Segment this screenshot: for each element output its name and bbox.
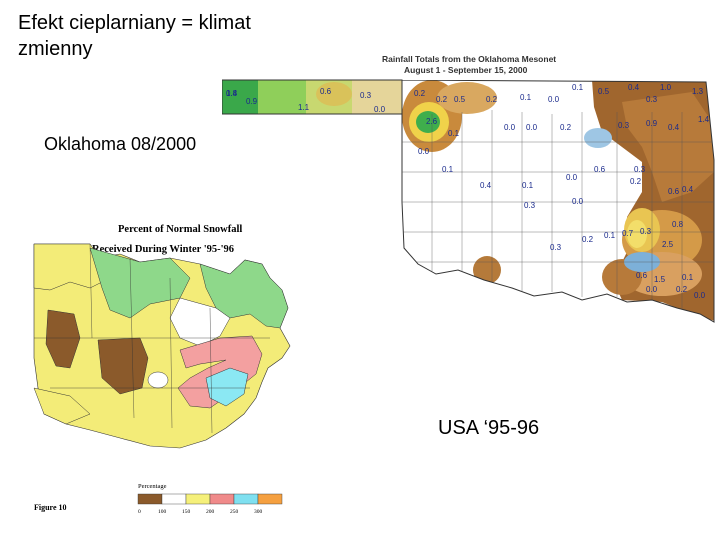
legend-tick: 250 [230, 509, 239, 515]
rainfall-value: 0.3 [646, 95, 658, 104]
rainfall-value: 0.4 [628, 83, 640, 92]
county-lines [402, 110, 714, 310]
rainfall-value: 0.2 [414, 89, 426, 98]
snowfall-legend: 0 100 150 200 250 300 [137, 493, 283, 515]
rainfall-value: 0.3 [618, 121, 630, 130]
rainfall-value: 0.6 [594, 165, 606, 174]
legend-swatch [257, 493, 283, 505]
rainfall-value: 1.3 [692, 87, 704, 96]
rainfall-value: 1.8 [226, 89, 238, 98]
rainfall-value: 0.4 [682, 185, 694, 194]
snowfall-map: Percent of Normal Snowfall Received Duri… [33, 224, 291, 515]
legend-tick: 0 [138, 509, 141, 515]
rainfall-value: 0.2 [630, 177, 642, 186]
legend-tick: 150 [182, 509, 191, 515]
rainfall-value: 0.1 [522, 181, 534, 190]
rainfall-value: 0.4 [668, 123, 680, 132]
legend-swatch [209, 493, 235, 505]
rainfall-value: 0.2 [676, 285, 688, 294]
rainfall-value: 0.0 [566, 173, 578, 182]
legend-swatch [185, 493, 211, 505]
rainfall-value: 0.0 [374, 105, 386, 114]
legend-swatch [137, 493, 163, 505]
rainfall-value: 2.6 [426, 117, 438, 126]
legend-tick: 200 [206, 509, 215, 515]
oklahoma-map-title: Rainfall Totals from the Oklahoma Mesone… [382, 54, 556, 64]
rainfall-value: 0.0 [418, 147, 430, 156]
slide-title-line-2: zmienny [18, 38, 93, 60]
rainfall-value: 1.0 [660, 83, 672, 92]
oklahoma-caption: Oklahoma 08/2000 [44, 134, 197, 154]
rainfall-value: 0.3 [524, 201, 536, 210]
legend-tick: 100 [158, 509, 167, 515]
slide-title-line-1: Efekt cieplarniany = klimat [18, 12, 251, 34]
rainfall-value: 0.6 [668, 187, 680, 196]
usa-caption: USA ‘95-96 [438, 417, 540, 439]
slide-title: Efekt cieplarniany = klimat zmienny [18, 10, 338, 62]
rainfall-value: 0.1 [682, 273, 694, 282]
rainfall-value: 0.1 [572, 83, 584, 92]
snow-green-north [89, 247, 191, 319]
rainfall-value: 0.1 [442, 165, 454, 174]
rainfall-value: 0.2 [486, 95, 498, 104]
snowfall-map-subtitle: Received During Winter '95-'96 [92, 244, 234, 255]
legend-swatch [161, 493, 187, 505]
rainfall-value: 0.1 [448, 129, 460, 138]
rainfall-value: 0.3 [640, 227, 652, 236]
oklahoma-rainfall-map: Rainfall Totals from the Oklahoma Mesone… [222, 54, 715, 323]
rainfall-value: 2.5 [662, 240, 674, 249]
rainfall-values: 1.80.91.10.6 0.30.00.20.2 0.5 0.2 0.1 0.00.1 0… [226, 83, 710, 300]
oklahoma-color-fields [222, 80, 714, 322]
legend-swatch [233, 493, 259, 505]
legend-tick: 300 [254, 509, 263, 515]
rainfall-value: 0.1 [604, 231, 616, 240]
snow-cyan-region [205, 367, 249, 407]
legend-title: Percentage [138, 483, 167, 490]
rainfall-value: 0.4 [226, 89, 238, 98]
rainfall-value: 1.4 [698, 115, 710, 124]
rainfall-value: 0.0 [504, 123, 516, 132]
rainfall-value: 0.3 [360, 91, 372, 100]
rainfall-value: 0.4 [480, 181, 492, 190]
rainfall-value: 0.8 [672, 220, 684, 229]
rainfall-value: 0.0 [646, 285, 658, 294]
oklahoma-state-outline [222, 79, 715, 323]
rainfall-value: 0.0 [526, 123, 538, 132]
rainfall-value: 1.5 [654, 275, 666, 284]
rainfall-value: 0.0 [572, 197, 584, 206]
rainfall-value: 0.9 [646, 119, 658, 128]
state-lines [34, 243, 270, 434]
rainfall-value: 0.5 [454, 95, 466, 104]
rainfall-value: 0.2 [560, 123, 572, 132]
rainfall-value: 0.2 [582, 235, 594, 244]
rainfall-value: 0.2 [436, 95, 448, 104]
rainfall-value: 0.9 [246, 97, 258, 106]
oklahoma-map-subtitle: August 1 - September 15, 2000 [404, 65, 528, 75]
rainfall-value: 0.0 [548, 95, 560, 104]
rainfall-value: 0.7 [622, 229, 634, 238]
rainfall-value: 0.3 [550, 243, 562, 252]
rainfall-value: 0.6 [320, 87, 332, 96]
rainfall-value: 0.6 [636, 271, 648, 280]
snowfall-map-title: Percent of Normal Snowfall [118, 224, 242, 235]
figure-label: Figure 10 [34, 503, 67, 512]
rainfall-value: 1.1 [298, 103, 310, 112]
rainfall-value: 0.3 [634, 165, 646, 174]
rainfall-value: 0.1 [520, 93, 532, 102]
snow-brown-region-1 [45, 309, 81, 369]
rainfall-value: 0.5 [598, 87, 610, 96]
rainfall-value: 0.0 [694, 291, 706, 300]
